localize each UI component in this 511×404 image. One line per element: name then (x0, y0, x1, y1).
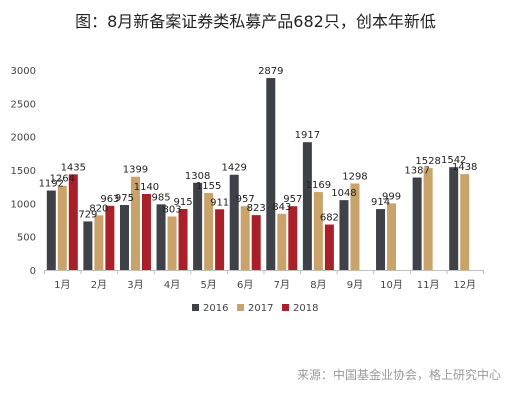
x-tick-label: 1月 (54, 279, 70, 291)
data-label: 1399 (123, 165, 148, 176)
data-label: 911 (210, 197, 229, 208)
y-tick-label: 2000 (11, 133, 36, 144)
bar-2016 (83, 221, 93, 270)
bar-2017 (57, 185, 67, 270)
bar-2017 (387, 203, 397, 270)
data-label: 1528 (415, 156, 440, 167)
chart-title: 图：8月新备案证券类私募产品682只，创本年新低 (75, 12, 436, 31)
bar-2016 (339, 200, 349, 270)
data-label: 1140 (134, 182, 159, 193)
bar-2017 (277, 213, 287, 270)
data-label: 823 (247, 203, 266, 214)
bar-2017 (313, 192, 323, 270)
data-label: 1264 (50, 174, 75, 185)
bars (46, 78, 470, 270)
bar-2018 (68, 174, 78, 270)
data-label: 1169 (306, 180, 331, 191)
data-label: 1048 (331, 188, 356, 199)
data-label: 985 (151, 192, 170, 203)
bar-2018 (215, 209, 225, 270)
data-label: 1429 (221, 163, 246, 174)
bar-2016 (156, 204, 166, 270)
data-label: 803 (162, 204, 181, 215)
data-label: 957 (236, 194, 255, 205)
y-axis: 0 500 1000 1500 2000 2500 3000 (11, 66, 36, 277)
legend-label: 2017 (248, 303, 273, 314)
data-label: 2879 (258, 66, 283, 77)
bar-2017 (130, 176, 140, 270)
bar-2017 (423, 168, 433, 270)
bar-2017 (240, 206, 250, 270)
x-tick-label: 2月 (91, 279, 107, 291)
bar-2018 (251, 215, 261, 270)
data-label: 915 (173, 197, 192, 208)
value-labels: 1192126414357298209639751399114098580391… (39, 66, 478, 223)
y-tick-label: 500 (17, 233, 36, 244)
y-tick-label: 1500 (11, 166, 36, 177)
data-label: 914 (371, 197, 390, 208)
bar-2018 (324, 224, 334, 270)
data-label: 1387 (404, 166, 429, 177)
data-label: 843 (272, 202, 291, 213)
x-tick-label: 7月 (274, 279, 290, 291)
source-note: 来源：中国基金业协会，格上研究中心 (296, 368, 501, 382)
bar-2018 (105, 205, 115, 270)
legend-label: 2018 (293, 303, 318, 314)
legend-swatch (192, 304, 199, 311)
bar-2016 (119, 205, 129, 270)
legend: 2016 2017 2018 (192, 303, 318, 314)
x-tick-label: 6月 (237, 279, 253, 291)
data-label: 729 (78, 209, 97, 220)
legend-swatch (237, 304, 244, 311)
y-tick-label: 2500 (11, 99, 36, 110)
data-label: 1192 (39, 179, 64, 190)
bar-2016 (46, 190, 56, 270)
x-tick-label: 3月 (127, 279, 143, 291)
bar-2017 (167, 216, 177, 270)
x-tick-label: 9月 (347, 279, 363, 291)
bar-2017 (350, 183, 360, 270)
bar-2016 (376, 209, 386, 270)
x-tick-label: 5月 (200, 279, 216, 291)
data-label: 1542 (441, 155, 466, 166)
bar-2016 (412, 177, 422, 270)
data-label: 1298 (342, 171, 367, 182)
bar-2016 (193, 182, 203, 270)
x-tick-label: 10月 (380, 279, 403, 291)
data-label: 999 (382, 191, 401, 202)
x-tick-label: 11月 (417, 279, 440, 291)
bar-2016 (266, 78, 276, 270)
data-label: 1435 (61, 162, 86, 173)
data-label: 957 (283, 194, 302, 205)
data-label: 1308 (185, 171, 210, 182)
bar-2017 (94, 215, 104, 270)
x-tick-label: 8月 (310, 279, 326, 291)
data-label: 975 (115, 193, 134, 204)
bar-2016 (229, 174, 239, 270)
legend-swatch (282, 304, 289, 311)
bar-2016 (449, 167, 459, 270)
bar-2018 (178, 209, 188, 270)
y-tick-label: 3000 (11, 66, 36, 77)
bar-2017 (204, 193, 214, 270)
x-axis: 1月 2月 3月 4月 5月 6月 7月 8月 9月 10月 11月 12月 (44, 270, 484, 291)
data-label: 1155 (196, 181, 221, 192)
data-label: 820 (89, 203, 108, 214)
bar-2018 (141, 194, 151, 270)
data-label: 682 (320, 213, 339, 224)
data-label: 963 (100, 194, 119, 205)
data-label: 1917 (295, 130, 320, 141)
y-tick-label: 0 (30, 266, 36, 277)
x-tick-label: 4月 (164, 279, 180, 291)
y-tick-label: 1000 (11, 199, 36, 210)
legend-label: 2016 (203, 303, 228, 314)
x-tick-label: 12月 (453, 279, 476, 291)
bar-2016 (302, 142, 312, 270)
data-label: 1438 (452, 162, 477, 173)
bar-2018 (288, 206, 298, 270)
bar-2017 (460, 174, 470, 270)
